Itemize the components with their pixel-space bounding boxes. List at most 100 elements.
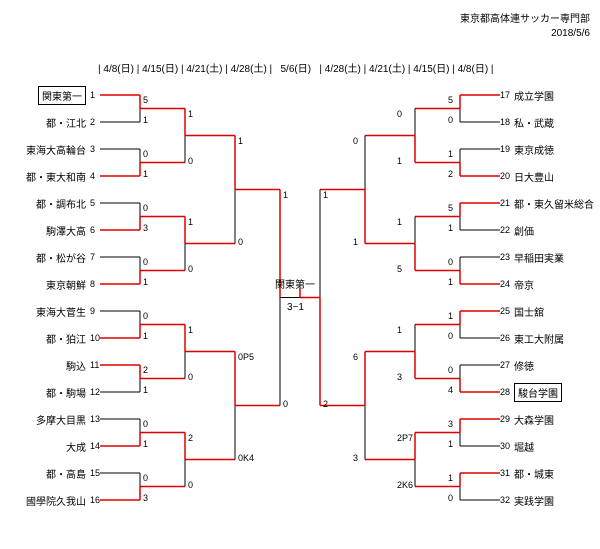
l1s: 2 (143, 365, 148, 375)
r1s: 0 (448, 493, 453, 503)
team-21: 都・東久留米総合 (514, 196, 594, 211)
team-22: 創価 (514, 223, 534, 238)
team-4: 都・東大和南 (26, 169, 86, 184)
l1s: 0 (143, 257, 148, 267)
rsf: 1 (323, 190, 328, 200)
l1s: 0 (143, 419, 148, 429)
seed-24: 24 (500, 279, 510, 289)
l3s: 0 (238, 237, 243, 247)
r1s: 1 (448, 311, 453, 321)
l1s: 0 (143, 473, 148, 483)
r1s: 1 (448, 277, 453, 287)
seed-20: 20 (500, 171, 510, 181)
l2s: 1 (188, 109, 193, 119)
l2s: 2 (188, 433, 193, 443)
r2s: 5 (397, 264, 402, 274)
seed-19: 19 (500, 144, 510, 154)
seed-7: 7 (90, 252, 95, 262)
l1s: 3 (143, 493, 148, 503)
l1s: 1 (143, 169, 148, 179)
team-32: 実践学園 (514, 493, 554, 508)
seed-9: 9 (90, 306, 95, 316)
l3s: 0K4 (238, 453, 254, 463)
seed-5: 5 (90, 198, 95, 208)
l1s: 1 (143, 115, 148, 125)
r1s: 0 (448, 331, 453, 341)
bracket-svg (0, 0, 600, 549)
seed-27: 27 (500, 360, 510, 370)
seed-13: 13 (90, 414, 100, 424)
l2s: 0 (188, 372, 193, 382)
team-18: 私・武蔵 (514, 115, 554, 130)
team-10: 都・狛江 (46, 331, 86, 346)
team-9: 東海大菅生 (36, 304, 86, 319)
seed-21: 21 (500, 198, 510, 208)
r1s: 1 (448, 223, 453, 233)
team-26: 東工大附属 (514, 331, 564, 346)
l1s: 1 (143, 439, 148, 449)
l1s: 0 (143, 311, 148, 321)
l1s: 1 (143, 385, 148, 395)
seed-12: 12 (90, 387, 100, 397)
final-winner: 関東第一 (275, 276, 315, 291)
team-30: 堀越 (514, 439, 534, 454)
team-31: 都・城東 (514, 466, 554, 481)
seed-14: 14 (90, 441, 100, 451)
l1s: 0 (143, 203, 148, 213)
l1s: 1 (143, 331, 148, 341)
r1s: 0 (448, 257, 453, 267)
seed-23: 23 (500, 252, 510, 262)
r2s: 3 (397, 372, 402, 382)
seed-3: 3 (90, 144, 95, 154)
seed-30: 30 (500, 441, 510, 451)
team-12: 都・駒場 (46, 385, 86, 400)
seed-15: 15 (90, 468, 100, 478)
seed-8: 8 (90, 279, 95, 289)
r3s: 0 (353, 136, 358, 146)
r1s: 0 (448, 365, 453, 375)
team-15: 都・高島 (46, 466, 86, 481)
seed-26: 26 (500, 333, 510, 343)
l3s: 0P5 (238, 352, 254, 362)
l1s: 1 (143, 277, 148, 287)
rsf: 2 (323, 399, 328, 409)
r2s: 0 (397, 109, 402, 119)
seed-2: 2 (90, 117, 95, 127)
seed-25: 25 (500, 306, 510, 316)
team-16: 國學院久我山 (26, 493, 86, 508)
l1s: 0 (143, 149, 148, 159)
seed-11: 11 (90, 360, 99, 370)
l3s: 1 (238, 136, 243, 146)
r1s: 2 (448, 169, 453, 179)
r2s: 2P7 (397, 433, 413, 443)
seed-31: 31 (500, 468, 510, 478)
seed-10: 10 (90, 333, 100, 343)
l2s: 0 (188, 264, 193, 274)
team-19: 東京成徳 (514, 142, 554, 157)
team-28: 駿台学園 (514, 383, 562, 402)
team-6: 駒澤大高 (46, 223, 86, 238)
r3s: 6 (353, 352, 358, 362)
seed-22: 22 (500, 225, 510, 235)
r1s: 0 (448, 115, 453, 125)
team-5: 都・調布北 (36, 196, 86, 211)
r3s: 3 (353, 453, 358, 463)
l2s: 0 (188, 480, 193, 490)
lsf: 1 (283, 190, 288, 200)
r1s: 1 (448, 439, 453, 449)
team-23: 早稲田実業 (514, 250, 564, 265)
seed-17: 17 (500, 90, 510, 100)
team-1: 関東第一 (38, 86, 86, 105)
l2s: 1 (188, 217, 193, 227)
l1s: 5 (143, 95, 148, 105)
team-7: 都・松が谷 (36, 250, 86, 265)
l2s: 0 (188, 156, 193, 166)
team-29: 大森学園 (514, 412, 554, 427)
team-25: 国士舘 (514, 304, 544, 319)
team-11: 駒込 (66, 358, 86, 373)
r2s: 2K6 (397, 480, 413, 490)
lsf: 0 (283, 399, 288, 409)
team-17: 成立学園 (514, 88, 554, 103)
team-20: 日大豊山 (514, 169, 554, 184)
r3s: 1 (353, 237, 358, 247)
